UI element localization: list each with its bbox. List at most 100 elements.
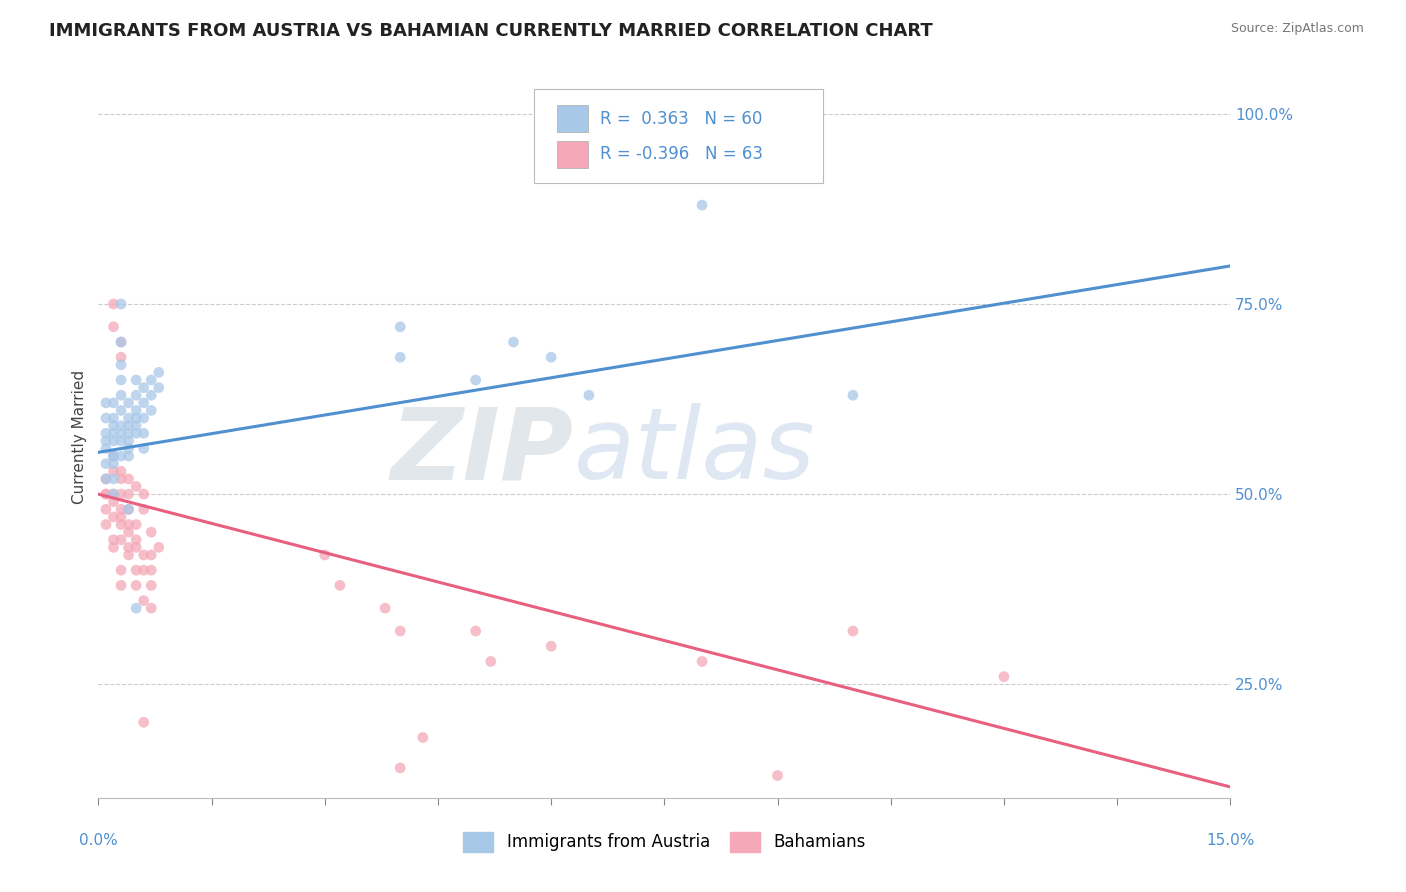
- Point: [110, 434, 132, 448]
- Point: [141, 578, 163, 592]
- Point: [94, 487, 117, 501]
- Point: [110, 334, 132, 349]
- Point: [329, 578, 352, 592]
- Point: [132, 715, 155, 730]
- Point: [110, 388, 132, 402]
- Point: [110, 297, 132, 311]
- Point: [464, 624, 486, 638]
- Text: 0.0%: 0.0%: [79, 832, 118, 847]
- Point: [141, 525, 163, 540]
- Point: [110, 373, 132, 387]
- Point: [94, 426, 117, 441]
- Point: [94, 487, 117, 501]
- Point: [117, 472, 139, 486]
- Point: [141, 403, 163, 417]
- Point: [103, 434, 125, 448]
- Point: [103, 487, 125, 501]
- Point: [103, 464, 125, 478]
- Point: [132, 442, 155, 456]
- Point: [103, 449, 125, 463]
- Point: [117, 517, 139, 532]
- Point: [690, 655, 713, 669]
- Point: [110, 449, 132, 463]
- Point: [132, 411, 155, 425]
- Point: [94, 411, 117, 425]
- Point: [117, 502, 139, 516]
- Point: [125, 533, 148, 547]
- Point: [94, 502, 117, 516]
- Point: [103, 411, 125, 425]
- Y-axis label: Currently Married: Currently Married: [72, 370, 87, 504]
- Point: [110, 358, 132, 372]
- Point: [103, 449, 125, 463]
- Point: [389, 624, 412, 638]
- Point: [110, 487, 132, 501]
- Point: [94, 472, 117, 486]
- Point: [117, 487, 139, 501]
- Point: [132, 487, 155, 501]
- Point: [94, 457, 117, 471]
- Point: [94, 434, 117, 448]
- Text: R =  0.363   N = 60: R = 0.363 N = 60: [600, 110, 762, 128]
- Point: [125, 479, 148, 493]
- Point: [94, 517, 117, 532]
- Point: [389, 761, 412, 775]
- Point: [117, 449, 139, 463]
- Text: R = -0.396   N = 63: R = -0.396 N = 63: [600, 145, 763, 163]
- Point: [148, 381, 170, 395]
- Point: [125, 426, 148, 441]
- Point: [103, 418, 125, 433]
- Text: Source: ZipAtlas.com: Source: ZipAtlas.com: [1230, 22, 1364, 36]
- Point: [132, 381, 155, 395]
- Point: [110, 334, 132, 349]
- Point: [690, 198, 713, 212]
- Point: [132, 502, 155, 516]
- Text: 15.0%: 15.0%: [1206, 832, 1254, 847]
- Point: [125, 411, 148, 425]
- Point: [141, 388, 163, 402]
- Point: [117, 502, 139, 516]
- Point: [110, 418, 132, 433]
- Point: [132, 548, 155, 562]
- Point: [141, 548, 163, 562]
- Point: [117, 418, 139, 433]
- Point: [141, 563, 163, 577]
- Point: [132, 593, 155, 607]
- Point: [389, 350, 412, 364]
- Point: [94, 442, 117, 456]
- Point: [125, 563, 148, 577]
- Point: [110, 517, 132, 532]
- Legend: Immigrants from Austria, Bahamians: Immigrants from Austria, Bahamians: [457, 825, 872, 859]
- Point: [110, 563, 132, 577]
- Point: [766, 768, 789, 782]
- Point: [374, 601, 396, 615]
- Point: [103, 541, 125, 555]
- Point: [540, 350, 562, 364]
- Point: [117, 442, 139, 456]
- Point: [103, 472, 125, 486]
- Point: [110, 350, 132, 364]
- Point: [94, 396, 117, 410]
- Point: [132, 563, 155, 577]
- Point: [148, 541, 170, 555]
- Text: ZIP: ZIP: [391, 403, 574, 500]
- Point: [412, 731, 434, 745]
- Point: [103, 297, 125, 311]
- Point: [125, 541, 148, 555]
- Point: [141, 373, 163, 387]
- Point: [110, 426, 132, 441]
- Point: [117, 396, 139, 410]
- Point: [141, 601, 163, 615]
- Point: [103, 487, 125, 501]
- Point: [103, 426, 125, 441]
- Point: [389, 319, 412, 334]
- Point: [125, 418, 148, 433]
- Point: [94, 472, 117, 486]
- Point: [110, 502, 132, 516]
- Text: IMMIGRANTS FROM AUSTRIA VS BAHAMIAN CURRENTLY MARRIED CORRELATION CHART: IMMIGRANTS FROM AUSTRIA VS BAHAMIAN CURR…: [49, 22, 934, 40]
- Point: [540, 639, 562, 653]
- Point: [103, 533, 125, 547]
- Point: [125, 403, 148, 417]
- Point: [314, 548, 336, 562]
- Point: [464, 373, 486, 387]
